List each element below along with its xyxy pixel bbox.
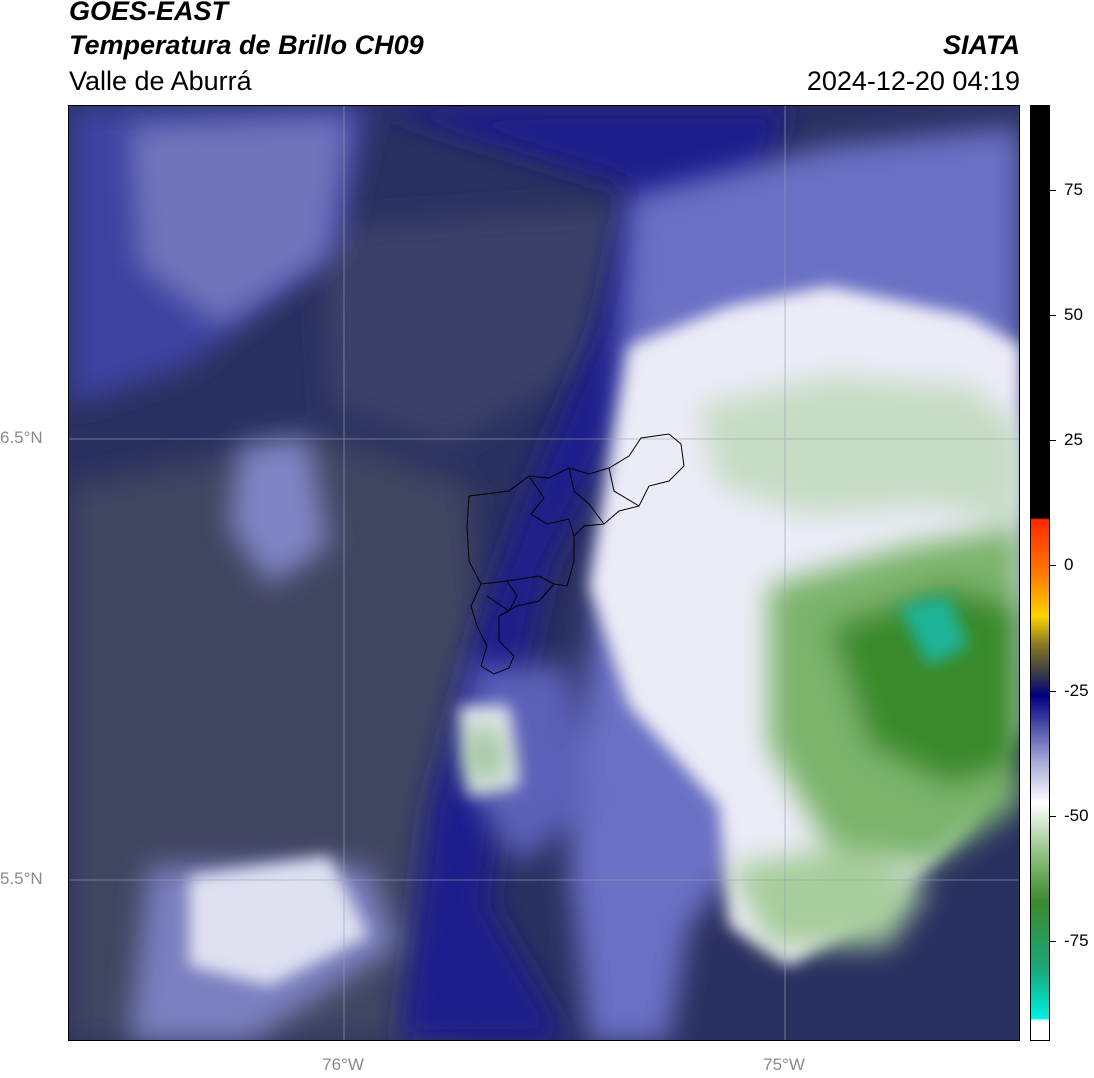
colorbar-tick-label: -50 [1064,805,1089,825]
colorbar-tick-label: 50 [1064,305,1083,325]
lon-label-east: 75°W [763,1055,805,1074]
organization-label: SIATA [943,30,1020,60]
gridlines [69,106,1019,1040]
region-label: Valle de Aburrá [69,66,252,96]
colorbar-tick-label: 0 [1064,555,1074,575]
colorbar-tick-mark [1050,190,1056,192]
datetime-label: 2024-12-20 04:19 [806,66,1020,96]
colorbar-gradient [1031,106,1049,1040]
lat-label-north: 6.5°N [0,428,43,447]
colorbar-tick-label: 75 [1064,180,1083,200]
brightness-temperature-map[interactable] [68,105,1020,1041]
colorbar-tick-mark [1050,815,1056,817]
colorbar-tick-label: -25 [1064,680,1089,700]
colorbar-tick-mark [1050,315,1056,317]
colorbar-tick-label: 25 [1064,430,1083,450]
colorbar-tick-mark [1050,940,1056,942]
product-title: GOES-EAST [69,0,229,26]
aburra-valley-boundary [466,433,685,675]
temperature-colorbar [1030,105,1050,1041]
lat-label-south: 5.5°N [0,869,43,888]
colorbar-tick-label: -75 [1064,930,1089,950]
lon-label-west: 76°W [322,1055,364,1074]
colorbar-tick-mark [1050,690,1056,692]
channel-subtitle: Temperatura de Brillo CH09 [69,30,424,60]
map-canvas [69,106,1019,1040]
colorbar-tick-mark [1050,440,1056,442]
colorbar-tick-mark [1050,565,1056,567]
